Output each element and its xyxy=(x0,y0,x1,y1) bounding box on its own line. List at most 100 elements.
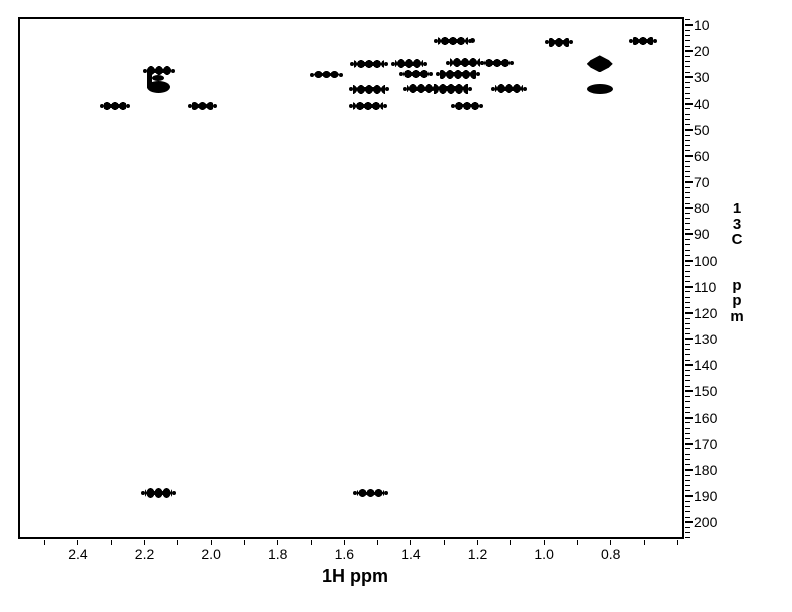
peak-end-dot xyxy=(171,68,176,73)
y-minor-tick xyxy=(685,118,690,120)
nmr-peak xyxy=(544,37,573,47)
x-tick xyxy=(177,540,179,545)
y-major-tick xyxy=(685,128,693,131)
y-tick-label: 160 xyxy=(694,409,718,426)
y-minor-tick xyxy=(685,281,690,283)
y-minor-tick xyxy=(685,490,690,492)
peak-end-dot xyxy=(143,68,148,73)
y-minor-tick xyxy=(685,45,690,47)
y-minor-tick xyxy=(685,113,690,115)
y-minor-tick xyxy=(685,458,690,460)
x-tick xyxy=(410,540,412,545)
peak-end-dot xyxy=(398,72,403,77)
y-minor-tick xyxy=(685,66,690,68)
x-tick xyxy=(477,540,479,545)
nmr-peak xyxy=(147,69,153,89)
nmr-peak xyxy=(348,84,389,94)
y-minor-tick xyxy=(685,322,690,324)
y-major-tick xyxy=(685,468,693,471)
y-minor-tick xyxy=(685,270,690,272)
y-tick-label: 80 xyxy=(694,200,710,217)
x-tick xyxy=(610,540,612,545)
x-tick xyxy=(310,540,312,545)
nmr-peak xyxy=(398,70,433,79)
peak-end-dot xyxy=(382,104,387,109)
nmr-peak xyxy=(629,37,658,46)
x-tick xyxy=(210,540,212,545)
y-tick-label: 110 xyxy=(694,278,717,295)
nmr-peak xyxy=(587,83,614,94)
peak-end-dot xyxy=(390,61,395,66)
peak-end-dot xyxy=(435,72,440,77)
y-minor-tick xyxy=(685,296,690,298)
y-minor-tick xyxy=(685,307,690,309)
x-tick xyxy=(443,540,445,545)
y-minor-tick xyxy=(685,87,690,89)
nmr-peak xyxy=(353,489,389,498)
peak-end-dot xyxy=(99,104,104,109)
y-tick-label: 180 xyxy=(694,461,718,478)
y-minor-tick xyxy=(685,479,690,481)
y-minor-tick xyxy=(685,265,690,267)
peak-end-dot xyxy=(467,86,472,91)
nmr-peak xyxy=(143,66,176,76)
y-minor-tick xyxy=(685,239,690,241)
y-minor-tick xyxy=(685,108,690,110)
y-tick-label: 120 xyxy=(694,304,718,321)
y-minor-tick xyxy=(685,343,690,345)
y-minor-tick xyxy=(685,223,690,225)
y-major-tick xyxy=(685,495,693,498)
y-major-tick xyxy=(685,154,693,157)
peak-end-dot xyxy=(125,104,130,109)
y-minor-tick xyxy=(685,500,690,502)
peak-end-dot xyxy=(422,61,427,66)
nmr-peak xyxy=(140,487,176,498)
nmr-peak xyxy=(429,83,472,94)
peak-end-dot xyxy=(433,39,438,44)
nmr-peak xyxy=(586,55,613,73)
y-minor-tick xyxy=(685,134,690,136)
y-minor-tick xyxy=(685,92,690,94)
y-minor-tick xyxy=(685,160,690,162)
plot-area xyxy=(18,17,684,539)
nmr-peak xyxy=(152,74,165,81)
y-minor-tick xyxy=(685,82,690,84)
y-minor-tick xyxy=(685,19,690,21)
peak-end-dot xyxy=(187,104,192,109)
nmr-peak xyxy=(99,102,130,111)
y-tick-label: 50 xyxy=(694,121,710,138)
y-major-tick xyxy=(685,233,693,236)
y-minor-tick xyxy=(685,186,690,188)
y-minor-tick xyxy=(685,244,690,246)
peak-end-dot xyxy=(568,40,573,45)
y-minor-tick xyxy=(685,328,690,330)
y-minor-tick xyxy=(685,506,690,508)
peak-end-dot xyxy=(479,60,484,65)
y-minor-tick xyxy=(685,526,690,528)
peak-end-dot xyxy=(522,86,527,91)
nmr-peak xyxy=(309,71,343,79)
nmr-peak xyxy=(450,101,483,110)
x-tick xyxy=(510,540,512,545)
y-minor-tick xyxy=(685,176,690,178)
x-tick-label: 0.8 xyxy=(601,546,621,562)
nmr-peak xyxy=(390,59,427,69)
y-minor-tick xyxy=(685,401,690,403)
y-tick-label: 30 xyxy=(694,69,710,86)
y-major-tick xyxy=(685,364,693,367)
peak-end-dot xyxy=(509,60,514,65)
nmr-peak xyxy=(147,81,171,94)
peak-end-dot xyxy=(212,104,217,109)
y-minor-tick xyxy=(685,432,690,434)
y-major-tick xyxy=(685,311,693,314)
y-minor-tick xyxy=(685,406,690,408)
peak-end-dot xyxy=(383,61,388,66)
x-tick-label: 2.2 xyxy=(134,546,155,562)
peak-end-dot xyxy=(428,72,433,77)
peak-end-dot xyxy=(384,87,389,92)
x-tick-label: 2.0 xyxy=(201,546,221,562)
y-major-tick xyxy=(685,416,693,419)
y-minor-tick xyxy=(685,516,690,518)
y-minor-tick xyxy=(685,61,690,63)
x-tick-label: 1.8 xyxy=(268,546,288,562)
